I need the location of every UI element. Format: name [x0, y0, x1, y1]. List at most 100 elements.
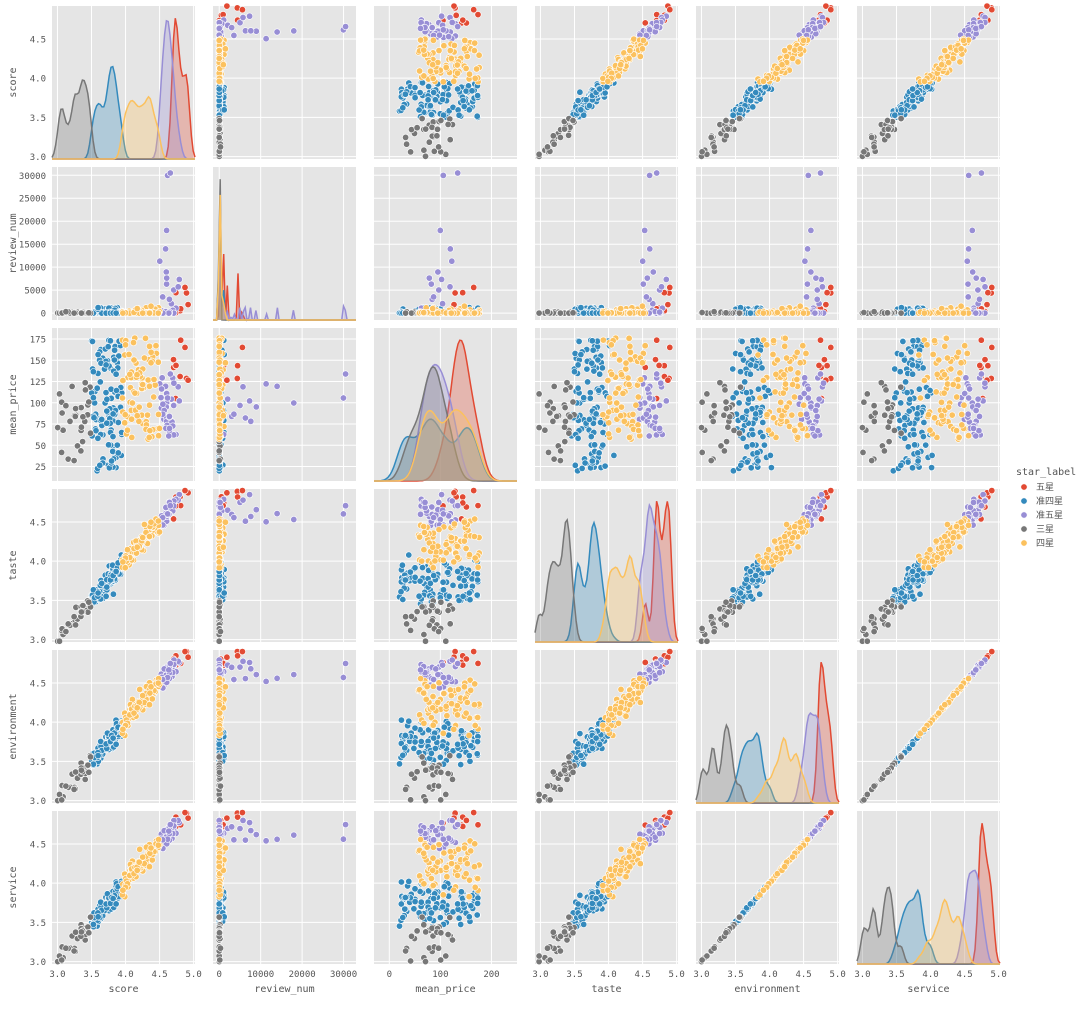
scatter-point	[961, 402, 967, 408]
scatter-point	[730, 366, 736, 372]
scatter-point	[458, 583, 464, 589]
scatter-point	[446, 593, 452, 599]
scatter-point	[663, 276, 669, 282]
y-tick-label: 4.0	[30, 75, 46, 85]
scatter-point	[861, 399, 867, 405]
scatter-point	[146, 343, 152, 349]
scatter-point	[231, 411, 237, 417]
scatter-point	[421, 147, 427, 153]
scatter-point	[944, 53, 950, 59]
panel-mean_price-vs-environment	[696, 328, 839, 481]
panel-taste-vs-review_num	[213, 487, 356, 644]
scatter-point	[440, 587, 446, 593]
scatter-point	[958, 303, 964, 309]
scatter-point	[711, 309, 717, 315]
scatter-point	[736, 115, 742, 121]
scatter-point	[755, 386, 761, 392]
scatter-point	[105, 442, 111, 448]
scatter-point	[427, 103, 433, 109]
y-axis-label: taste	[8, 550, 19, 580]
scatter-point	[581, 395, 587, 401]
scatter-point	[916, 352, 922, 358]
scatter-point	[95, 590, 101, 596]
scatter-point	[623, 360, 629, 366]
scatter-point	[71, 310, 77, 316]
scatter-point	[966, 386, 972, 392]
scatter-point	[402, 310, 408, 316]
scatter-point	[89, 338, 95, 344]
scatter-point	[464, 53, 470, 59]
scatter-point	[78, 404, 84, 410]
scatter-point	[770, 415, 776, 421]
panel-mean_price-vs-score	[52, 328, 195, 481]
scatter-point	[431, 572, 437, 578]
scatter-point	[737, 351, 743, 357]
scatter-point	[787, 366, 793, 372]
scatter-point	[597, 86, 603, 92]
scatter-point	[216, 359, 222, 365]
scatter-point	[640, 310, 646, 316]
scatter-point	[216, 448, 222, 454]
scatter-point	[927, 387, 933, 393]
scatter-point	[445, 92, 451, 98]
scatter-point	[923, 442, 929, 448]
scatter-point	[658, 380, 664, 386]
scatter-point	[737, 384, 743, 390]
scatter-point	[551, 141, 557, 147]
y-tick-label: 4.0	[30, 558, 46, 568]
scatter-point	[167, 170, 173, 176]
scatter-point	[67, 418, 73, 424]
scatter-point	[654, 337, 660, 343]
scatter-point	[403, 141, 409, 147]
scatter-point	[136, 404, 142, 410]
scatter-point	[615, 73, 621, 79]
scatter-point	[589, 458, 595, 464]
scatter-point	[626, 381, 632, 387]
scatter-point	[417, 37, 423, 43]
scatter-point	[760, 78, 766, 84]
scatter-point	[469, 88, 475, 94]
scatter-point	[431, 89, 437, 95]
scatter-point	[224, 490, 230, 496]
scatter-point	[621, 418, 627, 424]
scatter-point	[224, 3, 230, 9]
scatter-point	[814, 296, 820, 302]
panel-mean_price-vs-review_num	[213, 328, 356, 481]
scatter-point	[794, 349, 800, 355]
scatter-point	[791, 394, 797, 400]
scatter-point	[804, 281, 810, 287]
scatter-point	[909, 371, 915, 377]
scatter-point	[164, 395, 170, 401]
scatter-point	[225, 396, 231, 402]
scatter-point	[108, 458, 114, 464]
scatter-point	[902, 379, 908, 385]
scatter-point	[122, 420, 128, 426]
scatter-point	[606, 409, 612, 415]
scatter-point	[455, 23, 461, 29]
scatter-point	[407, 627, 413, 633]
scatter-point	[129, 400, 135, 406]
scatter-point	[605, 377, 611, 383]
scatter-point	[131, 357, 137, 363]
scatter-point	[473, 66, 479, 72]
scatter-point	[982, 380, 988, 386]
scatter-point	[126, 351, 132, 357]
scatter-point	[216, 134, 222, 140]
scatter-point	[217, 499, 223, 505]
scatter-point	[240, 497, 246, 503]
scatter-point	[626, 55, 632, 61]
scatter-point	[576, 338, 582, 344]
scatter-point	[869, 134, 875, 140]
scatter-point	[434, 133, 440, 139]
scatter-point	[274, 383, 280, 389]
scatter-point	[471, 7, 477, 13]
scatter-point	[167, 371, 173, 377]
scatter-point	[216, 47, 222, 53]
scatter-point	[591, 442, 597, 448]
scatter-point	[755, 352, 761, 358]
scatter-point	[536, 391, 542, 397]
scatter-point	[658, 284, 664, 290]
scatter-point	[430, 75, 436, 81]
scatter-point	[234, 375, 240, 381]
scatter-point	[941, 390, 947, 396]
